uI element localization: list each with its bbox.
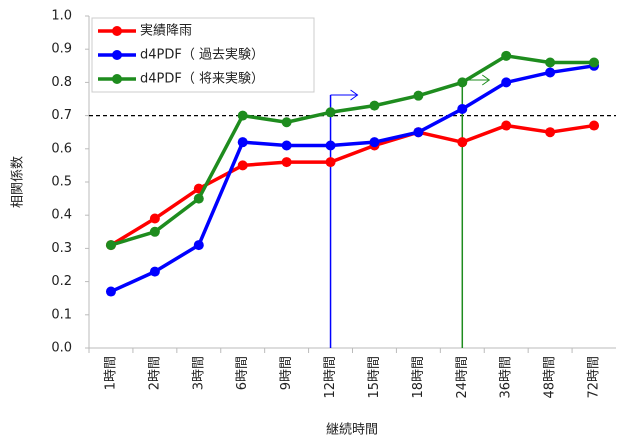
- y-tick-label: 0.1: [51, 307, 72, 322]
- data-point: [413, 127, 424, 138]
- data-point: [545, 127, 556, 138]
- data-point: [281, 157, 292, 168]
- x-tick-label: 48時間: [543, 356, 558, 399]
- x-axis-label: 継続時間: [326, 423, 378, 438]
- x-tick-label: 72時間: [587, 356, 602, 399]
- data-point: [369, 100, 380, 111]
- y-tick-label: 0.7: [51, 108, 72, 123]
- data-point: [589, 57, 600, 68]
- data-point: [589, 120, 600, 131]
- y-tick-label: 0.2: [51, 274, 72, 289]
- legend-label: 実績降雨: [140, 23, 192, 39]
- x-tick-label: 6時間: [235, 356, 250, 390]
- data-point: [501, 120, 512, 131]
- x-tick-label: 18時間: [411, 356, 426, 399]
- data-point: [105, 240, 116, 251]
- data-point: [545, 67, 556, 78]
- data-point: [457, 77, 468, 88]
- y-tick-label: 0.6: [51, 141, 72, 156]
- series-line: [110, 64, 595, 294]
- data-point: [413, 90, 424, 101]
- series-line: [110, 54, 595, 247]
- y-tick-label: 0.8: [51, 75, 72, 90]
- x-tick-label: 24時間: [455, 356, 470, 399]
- data-point: [105, 286, 116, 297]
- data-point: [149, 213, 160, 224]
- data-point: [149, 266, 160, 277]
- data-point: [281, 140, 292, 151]
- data-point: [545, 57, 556, 68]
- data-point: [193, 193, 204, 204]
- x-tick-label: 15時間: [367, 356, 382, 399]
- data-point: [281, 117, 292, 128]
- y-tick-label: 0.9: [51, 42, 72, 57]
- x-tick-label: 9時間: [279, 356, 294, 390]
- x-tick-label: 2時間: [147, 356, 162, 390]
- data-point: [149, 226, 160, 237]
- y-tick-label: 0.3: [51, 241, 72, 256]
- legend-label: d4PDF（ 将来実験）: [140, 71, 264, 87]
- x-tick-label: 1時間: [103, 356, 118, 390]
- y-tick-label: 0.4: [51, 208, 72, 223]
- data-point: [325, 107, 336, 118]
- data-point: [237, 137, 248, 148]
- data-point: [369, 137, 380, 148]
- data-point: [237, 110, 248, 121]
- y-tick-label: 0.0: [51, 341, 72, 356]
- data-point: [501, 50, 512, 61]
- y-tick-label: 1.0: [51, 9, 72, 24]
- legend-marker: [112, 26, 122, 36]
- data-point: [193, 240, 204, 251]
- legend-label: d4PDF（ 過去実験）: [140, 47, 264, 63]
- series-line: [110, 123, 595, 247]
- x-tick-label: 3時間: [191, 356, 206, 390]
- x-tick-label: 12時間: [323, 356, 338, 399]
- legend-marker: [112, 74, 122, 84]
- data-point: [501, 77, 512, 88]
- data-point: [457, 137, 468, 148]
- data-point: [325, 157, 336, 168]
- y-axis-label: 相関係数: [11, 156, 26, 208]
- data-point: [457, 103, 468, 114]
- annotation-arrowhead: [482, 74, 491, 86]
- x-tick-label: 36時間: [499, 356, 514, 399]
- annotation-arrowhead: [350, 89, 359, 101]
- y-tick-label: 0.5: [51, 175, 72, 190]
- legend-marker: [112, 50, 122, 60]
- data-point: [325, 140, 336, 151]
- data-point: [237, 160, 248, 171]
